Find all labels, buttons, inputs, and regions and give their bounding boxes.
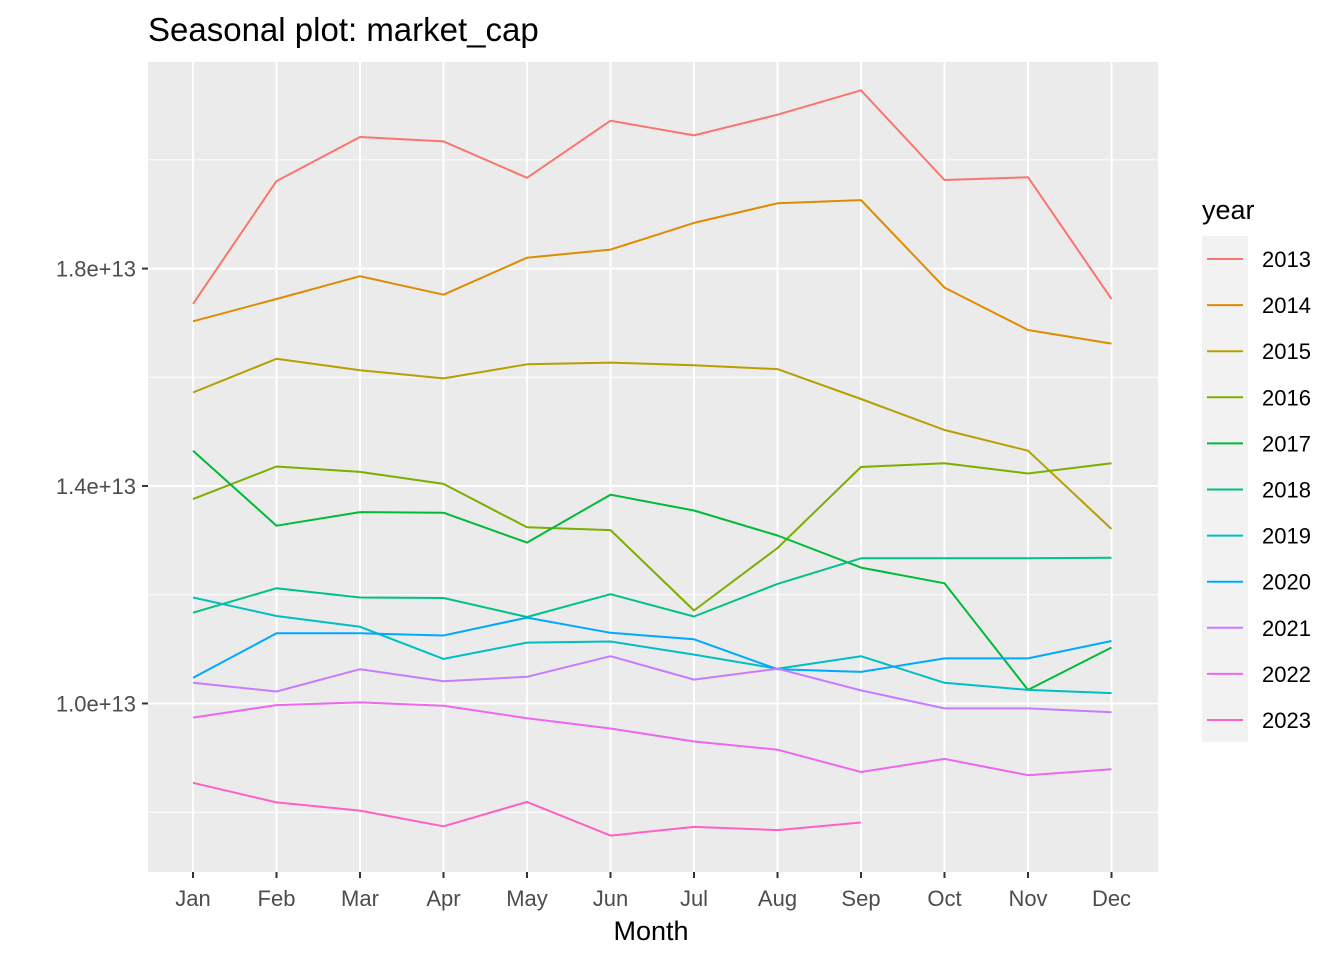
series-line-2018 <box>192 556 1112 618</box>
plot-panel <box>148 62 1158 872</box>
legend-label-2021: 2021 <box>1262 616 1311 641</box>
legend-label-2018: 2018 <box>1262 478 1311 503</box>
series-line-2017 <box>192 449 1112 691</box>
series-line-2016 <box>192 462 1112 612</box>
x-tick-label: Jul <box>680 886 708 911</box>
x-tick-label: Oct <box>927 886 961 911</box>
x-axis-ticks: Jan Feb Mar Apr May Jun Jul Aug Sep Oct Nov Dec <box>175 872 1131 911</box>
series-line-2014 <box>192 199 1112 345</box>
legend-title: year <box>1202 195 1255 225</box>
legend-label-2017: 2017 <box>1262 431 1311 456</box>
series-line-2021 <box>192 655 1112 714</box>
series-line-2020 <box>192 616 1112 679</box>
legend-label-2014: 2014 <box>1262 293 1311 318</box>
x-tick-label: Sep <box>841 886 880 911</box>
legend-label-2013: 2013 <box>1262 247 1311 272</box>
x-tick-label: Jan <box>175 886 210 911</box>
x-tick-label: Nov <box>1008 886 1047 911</box>
legend: 2013 2014 2015 2016 2017 2018 2019 2020 2021 2022… <box>1207 247 1311 733</box>
x-tick-label: Mar <box>341 886 379 911</box>
legend-label-2020: 2020 <box>1262 570 1311 595</box>
legend-label-2019: 2019 <box>1262 524 1311 549</box>
x-tick-label: Feb <box>258 886 296 911</box>
x-tick-label: Aug <box>758 886 797 911</box>
series-line-2023 <box>192 781 862 837</box>
y-axis-ticks: 1.0e+13 1.4e+13 1.8e+13 <box>56 257 148 716</box>
y-tick-label: 1.8e+13 <box>56 257 136 282</box>
series-lines <box>192 89 1113 837</box>
x-tick-label: Jun <box>593 886 628 911</box>
legend-label-2015: 2015 <box>1262 339 1311 364</box>
x-tick-label: May <box>506 886 548 911</box>
x-tick-label: Apr <box>426 886 460 911</box>
legend-label-2023: 2023 <box>1262 708 1311 733</box>
legend-label-2022: 2022 <box>1262 662 1311 687</box>
legend-label-2016: 2016 <box>1262 385 1311 410</box>
series-line-2022 <box>192 701 1112 777</box>
x-axis-title: Month <box>613 916 688 946</box>
x-tick-label: Dec <box>1092 886 1131 911</box>
chart-title: Seasonal plot: market_cap <box>148 11 539 48</box>
major-gridlines <box>148 62 1158 872</box>
series-line-2013 <box>192 89 1113 305</box>
y-tick-label: 1.4e+13 <box>56 474 136 499</box>
series-line-2015 <box>192 357 1113 530</box>
y-tick-label: 1.0e+13 <box>56 691 136 716</box>
series-line-2019 <box>192 596 1112 695</box>
